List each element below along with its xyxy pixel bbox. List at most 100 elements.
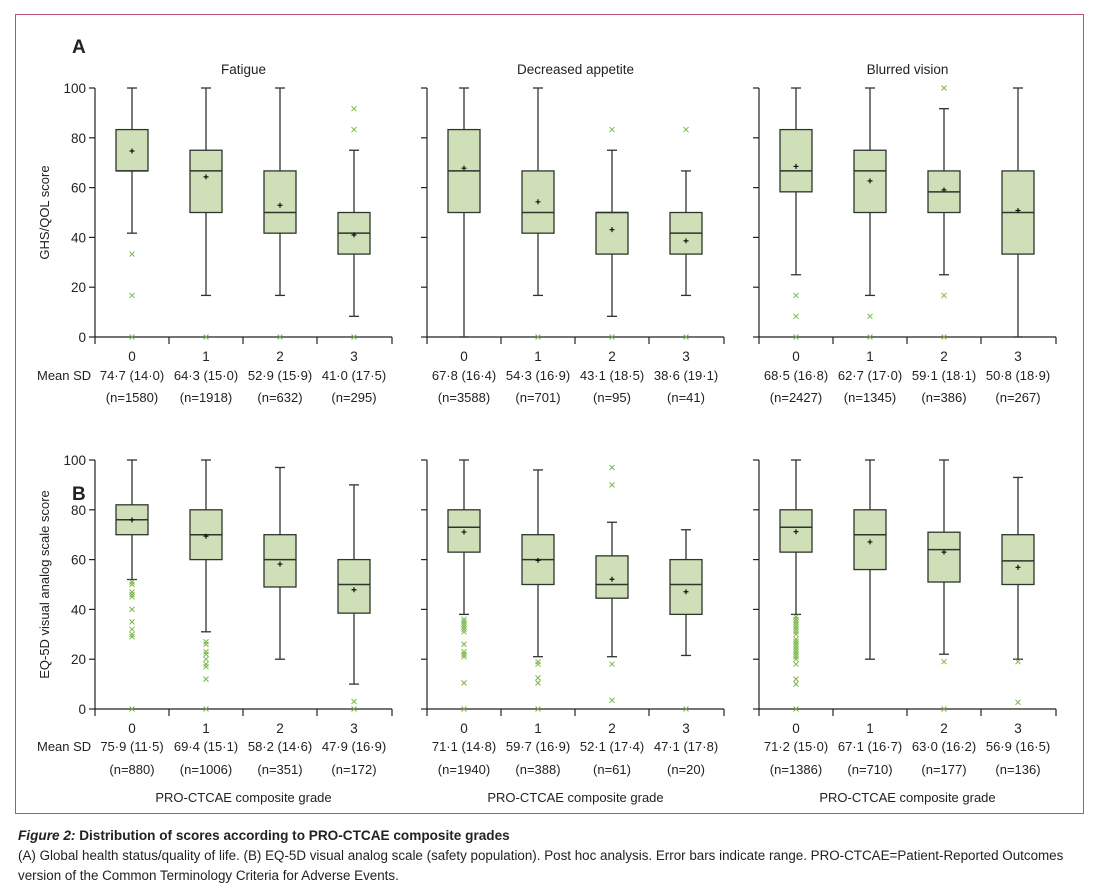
mean-sd-value: 58·2 (14·6) (248, 739, 312, 754)
outlier-marker (203, 334, 209, 340)
outlier-marker (203, 661, 209, 668)
box-grade-1: 1 64·3 (15·0) (n=1918) (174, 87, 238, 405)
outlier-marker (793, 676, 799, 682)
outlier-marker (351, 126, 357, 133)
box-grade-2: 2 59·1 (18·1) (n=386) (912, 85, 976, 405)
mean-sd-value: 63·0 (16·2) (912, 739, 976, 754)
outlier-marker (351, 105, 357, 112)
outlier-marker (941, 334, 947, 340)
outlier-marker (129, 606, 135, 613)
outlier-marker (683, 126, 689, 133)
sample-size: (n=136) (995, 762, 1040, 777)
x-tick-label: 2 (276, 721, 284, 736)
outlier-marker (461, 626, 467, 633)
box-grade-0: 0 74·7 (14·0) (n=1580) (100, 87, 164, 405)
panel-letter: B (72, 484, 86, 505)
figure-caption: Figure 2: Distribution of scores accordi… (18, 826, 1088, 886)
y-tick-label: 20 (71, 280, 86, 295)
x-tick-label: 1 (534, 349, 542, 364)
mean-sd-value: 62·7 (17·0) (838, 368, 902, 383)
outlier-marker (793, 656, 799, 663)
outlier-marker (941, 706, 947, 712)
mean-sd-value: 71·2 (15·0) (764, 739, 828, 754)
sample-size: (n=295) (331, 390, 376, 405)
box-grade-0: 0 71·1 (14·8) (n=1940) (432, 459, 496, 777)
outlier-marker (793, 653, 799, 660)
caption-title: Distribution of scores according to PRO-… (79, 828, 510, 843)
sample-size: (n=95) (593, 390, 631, 405)
outlier-marker (203, 638, 209, 645)
box-grade-1: 1 54·3 (16·9) (n=701) (506, 87, 570, 405)
x-axis-label: PRO-CTCAE composite grade (155, 790, 331, 805)
facet-1: Decreased appetite 0 67·8 (16·4) (n=3588) 1 5… (421, 62, 725, 405)
mean-sd-value: 67·1 (16·7) (838, 739, 902, 754)
facet-title: Fatigue (221, 62, 266, 77)
outlier-marker (203, 656, 209, 663)
outlier-marker (203, 676, 209, 682)
iqr-box (1001, 534, 1035, 586)
mean-sd-value: 47·9 (16·9) (322, 739, 386, 754)
outlier-marker (129, 706, 135, 712)
outlier-marker (129, 579, 135, 585)
box-grade-3: 3 41·0 (17·5) (n=295) (322, 105, 386, 405)
outlier-marker (793, 313, 799, 320)
iqr-box (263, 534, 297, 588)
sample-size: (n=41) (667, 390, 705, 405)
mean-marker (203, 533, 209, 539)
mean-marker (535, 557, 541, 563)
caption-text: (A) Global health status/quality of life… (18, 848, 1064, 883)
x-axis-label: PRO-CTCAE composite grade (819, 790, 995, 805)
outlier-marker (351, 334, 357, 340)
outlier-marker (793, 626, 799, 633)
outlier-marker (793, 636, 799, 643)
mean-marker (535, 199, 541, 205)
outlier-marker (129, 334, 135, 340)
sample-size: (n=1580) (106, 390, 158, 405)
sample-size: (n=2427) (770, 390, 822, 405)
x-tick-label: 0 (792, 721, 800, 736)
outlier-marker (793, 646, 799, 653)
outlier-marker (129, 594, 135, 600)
x-tick-label: 2 (608, 349, 616, 364)
x-tick-label: 3 (1014, 721, 1022, 736)
outlier-marker (535, 675, 541, 681)
y-axis-label: GHS/QOL score (37, 165, 52, 259)
outlier-marker (461, 653, 467, 660)
y-tick-label: 80 (71, 131, 86, 146)
box-grade-3: 3 47·1 (17·8) (n=20) (654, 529, 718, 777)
outlier-marker (351, 698, 357, 705)
sample-size: (n=172) (331, 762, 376, 777)
y-axis-label: EQ-5D visual analog scale score (37, 490, 52, 679)
outlier-marker (461, 621, 467, 628)
outlier-marker (535, 661, 541, 668)
mean-marker (277, 561, 283, 567)
box-grade-2: 2 63·0 (16·2) (n=177) (912, 459, 976, 777)
facet-2: Blurred vision 0 68·5 (16·8) (n=2427) 1 62·7 … (753, 62, 1057, 405)
outlier-marker (793, 651, 799, 658)
panel-letter: A (72, 37, 86, 58)
iqr-box (595, 211, 629, 255)
facet-title: Decreased appetite (517, 62, 634, 77)
outlier-marker (793, 706, 799, 712)
outlier-marker (793, 292, 799, 299)
mean-sd-value: 68·5 (16·8) (764, 368, 828, 383)
mean-marker (941, 187, 947, 193)
sample-size: (n=351) (257, 762, 302, 777)
outlier-marker (793, 334, 799, 340)
mean-marker (793, 163, 799, 169)
outlier-marker (461, 618, 467, 625)
x-tick-label: 1 (202, 721, 210, 736)
box-grade-3: 3 50·8 (18·9) (n=267) (986, 87, 1050, 405)
box-grade-2: 2 43·1 (18·5) (n=95) (580, 126, 644, 405)
sample-size: (n=1006) (180, 762, 232, 777)
box-grade-0: 0 71·2 (15·0) (n=1386) (764, 459, 828, 777)
outlier-marker (793, 614, 799, 620)
box-grade-1: 1 62·7 (17·0) (n=1345) (838, 87, 902, 405)
outlier-marker (609, 697, 615, 704)
outlier-marker (203, 706, 209, 712)
mean-sd-value: 67·8 (16·4) (432, 368, 496, 383)
mean-marker (203, 174, 209, 180)
mean-marker (351, 587, 357, 593)
facet-1: PRO-CTCAE composite grade 0 71·1 (14·8) (n=… (421, 459, 725, 805)
